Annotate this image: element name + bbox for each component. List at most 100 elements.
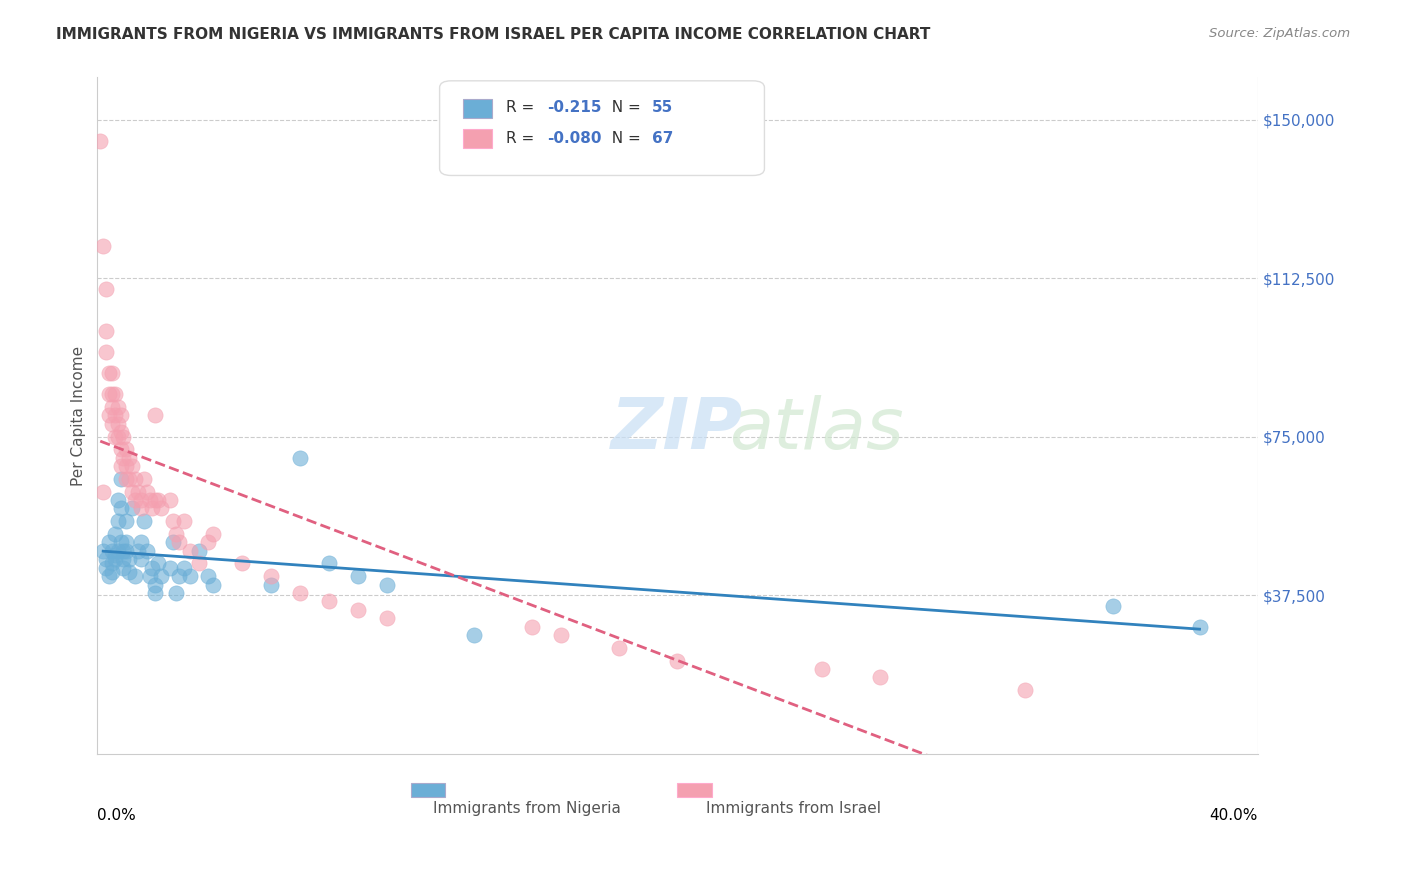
Point — [143, 586, 166, 600]
Point — [94, 345, 117, 359]
Point — [115, 472, 138, 486]
Text: IMMIGRANTS FROM NIGERIA VS IMMIGRANTS FROM ISRAEL PER CAPITA INCOME CORRELATION : IMMIGRANTS FROM NIGERIA VS IMMIGRANTS FR… — [56, 27, 931, 42]
Bar — [411, 782, 446, 797]
Point — [150, 569, 173, 583]
Point — [167, 535, 190, 549]
Point — [104, 429, 127, 443]
Point — [110, 501, 132, 516]
Point — [377, 577, 399, 591]
Point — [138, 569, 160, 583]
Point — [167, 569, 190, 583]
Point — [101, 543, 124, 558]
Text: R =: R = — [506, 131, 538, 145]
Point — [91, 484, 114, 499]
Point — [129, 493, 152, 508]
Point — [94, 560, 117, 574]
Point — [1188, 620, 1211, 634]
Point — [609, 640, 631, 655]
Bar — [463, 99, 492, 118]
Y-axis label: Per Capita Income: Per Capita Income — [72, 345, 86, 485]
Text: 67: 67 — [652, 131, 673, 145]
Point — [112, 560, 135, 574]
Point — [187, 557, 209, 571]
Text: Source: ZipAtlas.com: Source: ZipAtlas.com — [1209, 27, 1350, 40]
Point — [165, 526, 187, 541]
Text: ZIP: ZIP — [612, 394, 744, 464]
Point — [318, 557, 340, 571]
Point — [1101, 599, 1123, 613]
Point — [115, 543, 138, 558]
Point — [173, 514, 195, 528]
Point — [107, 514, 129, 528]
Point — [129, 501, 152, 516]
Point — [91, 239, 114, 253]
Point — [104, 387, 127, 401]
Point — [101, 400, 124, 414]
FancyBboxPatch shape — [440, 81, 765, 176]
Point — [179, 543, 201, 558]
Point — [202, 577, 225, 591]
Point — [347, 603, 370, 617]
Point — [97, 387, 120, 401]
Point — [187, 543, 209, 558]
Point — [869, 670, 891, 684]
Point — [104, 409, 127, 423]
Point — [112, 429, 135, 443]
Text: N =: N = — [602, 131, 645, 145]
Point — [165, 586, 187, 600]
Point — [91, 543, 114, 558]
Text: 40.0%: 40.0% — [1209, 807, 1257, 822]
Point — [173, 560, 195, 574]
Point — [118, 552, 141, 566]
Bar — [678, 782, 713, 797]
Point — [104, 548, 127, 562]
Point — [143, 577, 166, 591]
Point — [159, 560, 181, 574]
Point — [260, 569, 283, 583]
Point — [107, 429, 129, 443]
Point — [97, 569, 120, 583]
Point — [121, 501, 143, 516]
Point — [135, 543, 157, 558]
Point — [104, 552, 127, 566]
Point — [107, 543, 129, 558]
Point — [231, 557, 253, 571]
Point — [141, 560, 163, 574]
Text: 55: 55 — [652, 101, 673, 115]
Text: -0.080: -0.080 — [547, 131, 602, 145]
Point — [179, 569, 201, 583]
Point — [202, 526, 225, 541]
Point — [121, 459, 143, 474]
Point — [159, 493, 181, 508]
Point — [124, 493, 146, 508]
Point — [1014, 683, 1036, 698]
Point — [118, 450, 141, 465]
Text: Immigrants from Israel: Immigrants from Israel — [706, 801, 882, 816]
Point — [94, 282, 117, 296]
Point — [101, 565, 124, 579]
Point — [107, 400, 129, 414]
Point — [347, 569, 370, 583]
Point — [124, 569, 146, 583]
Point — [666, 654, 689, 668]
Text: 0.0%: 0.0% — [97, 807, 136, 822]
Point — [141, 501, 163, 516]
Text: Immigrants from Nigeria: Immigrants from Nigeria — [433, 801, 620, 816]
Point — [107, 417, 129, 431]
Point — [129, 535, 152, 549]
Point — [135, 484, 157, 499]
Point — [112, 543, 135, 558]
Point — [197, 569, 219, 583]
Point — [115, 442, 138, 457]
Point — [318, 594, 340, 608]
Point — [97, 409, 120, 423]
Point — [101, 366, 124, 380]
Point — [94, 324, 117, 338]
Point — [118, 472, 141, 486]
Point — [115, 459, 138, 474]
Point — [110, 442, 132, 457]
Point — [148, 493, 170, 508]
Point — [127, 484, 149, 499]
Point — [110, 535, 132, 549]
Point — [129, 552, 152, 566]
